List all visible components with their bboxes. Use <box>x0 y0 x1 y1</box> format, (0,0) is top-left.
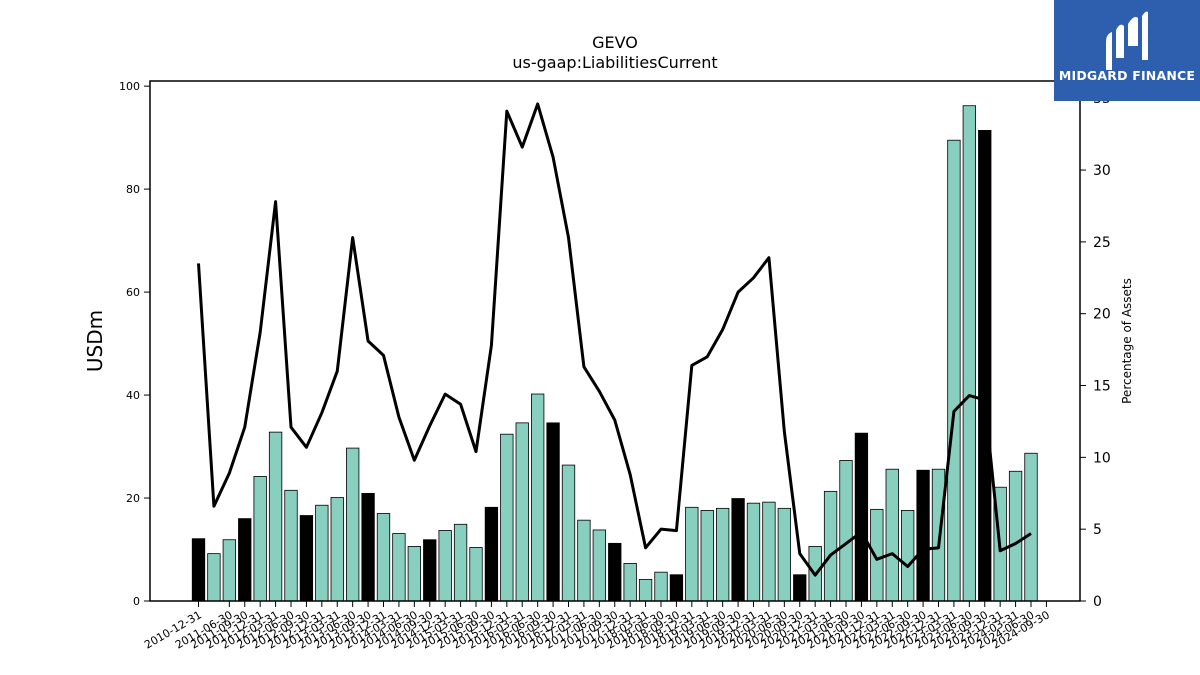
bar <box>1008 470 1023 602</box>
bar <box>546 422 560 602</box>
logo-text: MIDGARD FINANCE <box>1058 68 1196 83</box>
y-tick-label: 100 <box>119 80 140 93</box>
y-tick-label: 20 <box>126 492 140 505</box>
chart-title: GEVO <box>592 33 638 52</box>
y2-tick-label: 10 <box>1093 450 1111 466</box>
y-tick-label: 0 <box>133 595 140 608</box>
y-tick-label: 80 <box>126 183 140 196</box>
y2-tick-label: 0 <box>1093 594 1102 610</box>
bar <box>592 529 606 602</box>
y2-tick-label: 30 <box>1093 163 1111 179</box>
bar <box>700 509 714 602</box>
bar <box>438 530 452 602</box>
bar <box>854 432 869 602</box>
percentage-line <box>197 102 1032 577</box>
bar <box>870 508 884 602</box>
bar <box>638 578 653 602</box>
bar <box>823 490 838 602</box>
bars-layer <box>191 105 1038 602</box>
bar <box>253 476 267 602</box>
bar <box>577 519 591 602</box>
bar <box>685 506 699 602</box>
bar <box>407 546 421 602</box>
bar <box>222 539 236 602</box>
chart-subtitle: us-gaap:LiabilitiesCurrent <box>512 53 717 72</box>
bar <box>423 539 437 602</box>
bar <box>361 492 375 602</box>
bar <box>654 571 668 602</box>
bar <box>885 468 899 602</box>
y-tick-label: 40 <box>126 389 140 402</box>
bar <box>716 507 730 602</box>
bar <box>346 447 360 602</box>
bar <box>916 469 930 602</box>
bar <box>608 542 622 602</box>
y-tick-label: 60 <box>126 286 140 299</box>
line-layer <box>197 102 1032 577</box>
y2-tick-label: 15 <box>1093 379 1111 395</box>
bar <box>299 515 314 602</box>
axes-layer: 020406080100051015202530352010-12-312011… <box>119 80 1111 651</box>
bar <box>392 533 406 602</box>
bar <box>777 507 791 602</box>
bar <box>453 523 468 602</box>
bar <box>284 489 298 602</box>
y-axis-label: USDm <box>83 310 107 372</box>
bar <box>191 538 206 602</box>
bar <box>500 433 514 602</box>
bar <box>839 460 853 602</box>
bar <box>561 464 576 602</box>
bar <box>793 574 807 602</box>
bar <box>268 431 283 602</box>
bar <box>1024 452 1038 602</box>
bar <box>762 501 776 602</box>
y2-tick-label: 5 <box>1093 522 1102 538</box>
bar <box>901 509 915 602</box>
bar <box>238 518 252 602</box>
bar <box>531 393 545 602</box>
bar <box>469 547 483 602</box>
bar <box>746 502 761 602</box>
brand-logo: MIDGARD FINANCE <box>1054 0 1200 101</box>
bar <box>484 506 499 602</box>
logo-mark-icon <box>1106 11 1148 70</box>
y2-tick-label: 25 <box>1093 235 1111 251</box>
bar <box>947 139 961 602</box>
bar <box>207 553 221 602</box>
bar <box>978 130 992 602</box>
y2-tick-label: 20 <box>1093 307 1111 323</box>
bar <box>376 513 391 602</box>
bar <box>962 105 976 602</box>
bar <box>330 497 344 602</box>
bar <box>623 563 637 602</box>
bar <box>731 498 745 602</box>
y2-axis-label: Percentage of Assets <box>1120 278 1134 404</box>
bar <box>669 574 684 602</box>
bar <box>315 504 329 602</box>
bar <box>515 422 529 602</box>
